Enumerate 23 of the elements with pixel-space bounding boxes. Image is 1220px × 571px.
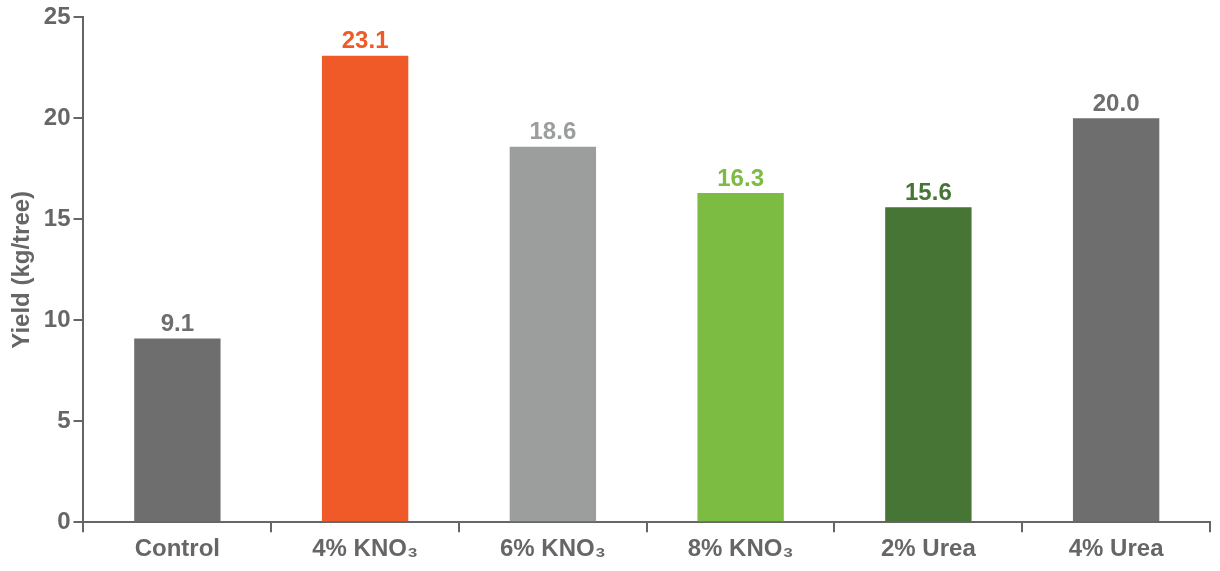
bar — [509, 146, 597, 522]
y-tick-label: 15 — [43, 203, 71, 231]
y-axis-title: Yield (kg/tree) — [7, 190, 35, 349]
y-tick-label: 20 — [43, 102, 71, 130]
data-label: 9.1 — [160, 309, 195, 337]
y-tick-label: 0 — [57, 506, 71, 534]
data-label: 23.1 — [341, 26, 389, 54]
y-tick-label: 25 — [43, 2, 71, 30]
x-tick-label: 4% KNO₃ — [312, 534, 419, 562]
x-tick-label: 8% KNO₃ — [687, 534, 794, 562]
data-label: 15.6 — [905, 177, 952, 205]
bar — [885, 207, 972, 522]
data-label: 20.0 — [1092, 88, 1140, 116]
data-label: 18.6 — [529, 117, 577, 145]
x-tick-label: 4% Urea — [1068, 534, 1165, 562]
data-label: 16.3 — [717, 163, 764, 191]
y-tick-label: 5 — [57, 405, 71, 433]
bar — [697, 193, 784, 522]
x-tick-label: 6% KNO₃ — [499, 534, 606, 562]
y-tick-label: 10 — [43, 304, 71, 332]
bar — [321, 55, 409, 522]
x-tick-label: 2% Urea — [881, 534, 977, 562]
x-tick-label: Control — [134, 534, 221, 562]
